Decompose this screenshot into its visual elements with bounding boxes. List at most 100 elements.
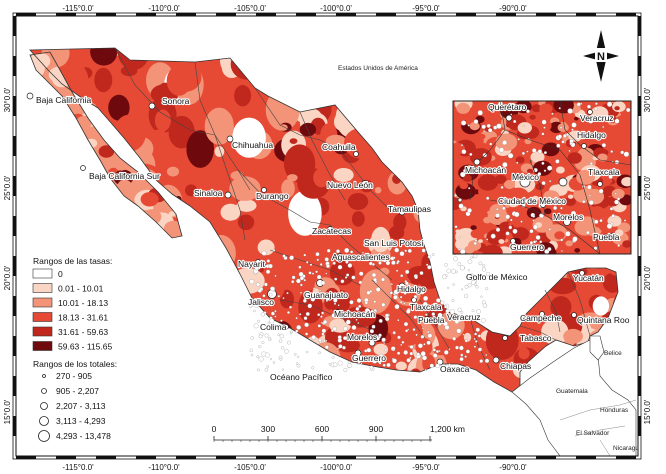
municipality-dot [358, 304, 362, 308]
municipality-dot [291, 280, 295, 284]
rate-patch [168, 211, 176, 217]
municipality-dot [620, 150, 625, 155]
municipality-dot [576, 102, 581, 107]
rate-patch [371, 226, 391, 253]
rate-patch [478, 133, 486, 140]
state-labels: Baja California Sonora Chihuahua Baja Ca… [35, 94, 631, 375]
municipality-dot [543, 126, 546, 129]
municipality-dot [420, 291, 425, 295]
rate-patch [456, 102, 471, 114]
municipality-dot [445, 274, 448, 277]
municipality-dot [482, 303, 487, 308]
state-label-aguascalientes: Aguascalientes [332, 252, 390, 262]
municipality-dot [485, 354, 488, 357]
lat-tick-label: 15°0.0' [3, 399, 12, 424]
municipality-dot [558, 107, 561, 110]
municipality-dot [277, 333, 280, 336]
municipality-dot [337, 264, 343, 270]
municipality-dot [474, 340, 478, 343]
municipality-dot [474, 239, 478, 242]
rate-patch [536, 242, 555, 254]
municipality-dot [257, 288, 262, 293]
municipality-dot [316, 258, 319, 262]
municipality-dot [392, 331, 396, 335]
municipality-dot [415, 333, 418, 336]
legend: Rangos de las tasas: 0 0.01 - 10.01 10.01 … [32, 256, 117, 442]
municipality-dot [459, 345, 464, 351]
rate-patch [537, 120, 552, 132]
total-circle [255, 259, 261, 265]
municipality-dot [262, 294, 266, 298]
municipality-dot [529, 229, 534, 234]
municipality-dot [520, 220, 523, 223]
municipality-dot [453, 256, 458, 262]
municipality-dot [364, 301, 368, 305]
municipality-dot [471, 309, 475, 313]
municipality-dot [461, 144, 464, 147]
municipality-dot [397, 335, 401, 340]
municipality-dot [445, 309, 450, 314]
municipality-dot [254, 303, 259, 308]
municipality-dot [280, 319, 283, 322]
municipality-dot [268, 336, 271, 340]
rate-patch [313, 168, 330, 188]
municipality-dot [378, 335, 381, 339]
inset-labels: Querétaro Veracruz Hidalgo Michoacán Méx… [464, 101, 621, 253]
municipality-dot [484, 358, 490, 363]
rate-patch [232, 117, 266, 158]
rate-patch [597, 153, 608, 162]
municipality-dot [475, 285, 479, 289]
rate-patch [482, 244, 503, 254]
municipality-dot [371, 324, 376, 329]
legend-total-label: 270 - 905 [56, 371, 92, 381]
rate-patch [334, 113, 348, 131]
municipality-dot [458, 203, 464, 209]
rate-patch [374, 187, 382, 194]
municipality-dot [263, 301, 269, 307]
municipality-dot [420, 351, 426, 357]
inset-label-michoacan: Michoacán [465, 165, 506, 175]
lat-tick-label: 30°0.0' [3, 87, 12, 112]
municipality-dot [452, 283, 455, 286]
municipality-dot [372, 358, 378, 364]
municipality-dot [460, 171, 466, 178]
label-guatemala: Guatemala [556, 388, 588, 395]
municipality-dot [406, 289, 411, 294]
municipality-dot [274, 315, 277, 318]
municipality-dot [282, 254, 286, 258]
municipality-dot [480, 295, 483, 298]
municipality-dot [250, 303, 255, 307]
rate-patch [117, 72, 139, 92]
rate-patch [505, 204, 510, 209]
rate-patch [577, 216, 597, 232]
municipality-dot [333, 298, 338, 303]
municipality-dot [444, 305, 448, 309]
legend-total-circle [41, 388, 47, 394]
municipality-dot [269, 292, 273, 297]
municipality-dot [347, 263, 353, 268]
rate-patch [584, 188, 605, 205]
municipality-dot [409, 356, 412, 359]
municipality-dot [517, 138, 520, 141]
municipality-dot [422, 301, 428, 307]
state-label-san-luis-potosi: San Luis Potosí [364, 238, 424, 248]
legend-total-circle [42, 374, 46, 378]
municipality-dot [268, 302, 273, 307]
rate-patch [166, 166, 180, 177]
municipality-dot [543, 151, 547, 155]
state-label-coahuila: Coahuila [322, 142, 356, 152]
municipality-dot [296, 325, 302, 330]
inset-label-queretaro: Querétaro [488, 102, 527, 112]
municipality-dot [526, 150, 529, 153]
legend-total-label: 4,293 - 13,478 [56, 431, 111, 441]
municipality-dot [305, 312, 310, 317]
municipality-dot [371, 272, 377, 278]
municipality-dot [314, 295, 318, 299]
legend-total-label: 905 - 2,207 [56, 386, 99, 396]
municipality-dot [601, 143, 607, 148]
total-circle [597, 181, 603, 187]
municipality-dot [250, 353, 254, 357]
municipality-dot [537, 172, 542, 176]
municipality-dot [394, 304, 400, 310]
municipality-dot [337, 335, 342, 340]
